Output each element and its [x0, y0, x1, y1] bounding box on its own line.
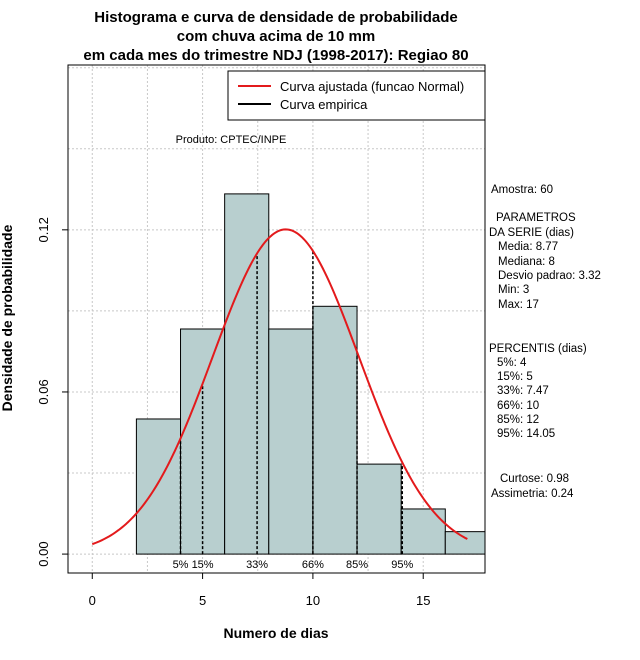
product-annotation: Produto: CPTEC/INPE: [176, 134, 287, 146]
sample-size: Amostra: 60: [491, 184, 553, 196]
histogram-bar: [224, 193, 270, 555]
percentil-15: 15%: 5: [497, 371, 533, 383]
percentile-labels: 5% 15% 33% 66% 85% 95%: [173, 559, 414, 571]
y-tick-label: 0.06: [36, 379, 51, 404]
percentile-label: 66%: [302, 559, 324, 571]
y-axis-label: Densidade de probabilidade: [0, 224, 15, 411]
legend-label-empirical: Curva empirica: [280, 97, 368, 112]
percentile-lines: [179, 250, 404, 555]
legend: Curva ajustada (funcao Normal) Curva emp…: [227, 70, 486, 121]
curtose: Curtose: 0.98: [500, 473, 569, 485]
histogram-bar: [356, 463, 402, 555]
assimetria: Assimetria: 0.24: [491, 488, 574, 500]
y-tick-label: 0.00: [36, 541, 51, 566]
percentile-label: 95%: [391, 559, 413, 571]
percentile-label: 5%: [173, 559, 189, 571]
param-media: Media: 8.77: [498, 241, 558, 253]
x-axis-label: Numero de dias: [223, 625, 328, 641]
param-desvio: Desvio padrao: 3.32: [498, 270, 601, 282]
histogram-bar: [312, 305, 358, 555]
percentil-33: 33%: 7.47: [497, 385, 549, 397]
percentile-label: 33%: [246, 559, 268, 571]
percentile-label: 15%: [192, 559, 214, 571]
chart-title-line-3: em cada mes do trimestre NDJ (1998-2017)…: [83, 47, 468, 64]
x-tick-label: 10: [306, 593, 320, 608]
percentis-title: PERCENTIS (dias): [489, 343, 587, 355]
percentile-label: 85%: [346, 559, 368, 571]
y-tick-label: 0.12: [36, 217, 51, 242]
percentil-95: 95%: 14.05: [497, 428, 555, 440]
x-axis: 0 5 10 15: [89, 573, 430, 608]
x-tick-label: 0: [89, 593, 96, 608]
legend-box: [227, 70, 486, 121]
side-panel: Amostra: 60 PARAMETROS DA SERIE (dias) M…: [489, 184, 601, 500]
histogram-bar: [400, 508, 446, 555]
x-tick-label: 5: [199, 593, 206, 608]
param-min: Min: 3: [498, 284, 529, 296]
histogram-bar: [268, 328, 314, 555]
normal-curve: [91, 228, 468, 546]
y-axis: 0.00 0.06 0.12: [36, 217, 68, 567]
params-title-2: DA SERIE (dias): [489, 227, 574, 239]
x-tick-label: 15: [416, 593, 430, 608]
histogram-bar: [135, 418, 182, 555]
param-mediana: Mediana: 8: [498, 256, 555, 268]
chart-title-line-1: Histograma e curva de densidade de proba…: [94, 9, 457, 26]
percentil-85: 85%: 12: [497, 414, 539, 426]
percentil-5: 5%: 4: [497, 357, 527, 369]
chart-title-line-2: com chuva acima de 10 mm: [177, 28, 375, 45]
histogram-bar: [444, 531, 486, 555]
legend-label-normal: Curva ajustada (funcao Normal): [280, 79, 464, 94]
param-max: Max: 17: [498, 299, 539, 311]
percentil-66: 66%: 10: [497, 400, 539, 412]
plot-frame: [67, 64, 486, 574]
params-title-1: PARAMETROS: [496, 212, 576, 224]
histogram-bars: [135, 193, 486, 555]
